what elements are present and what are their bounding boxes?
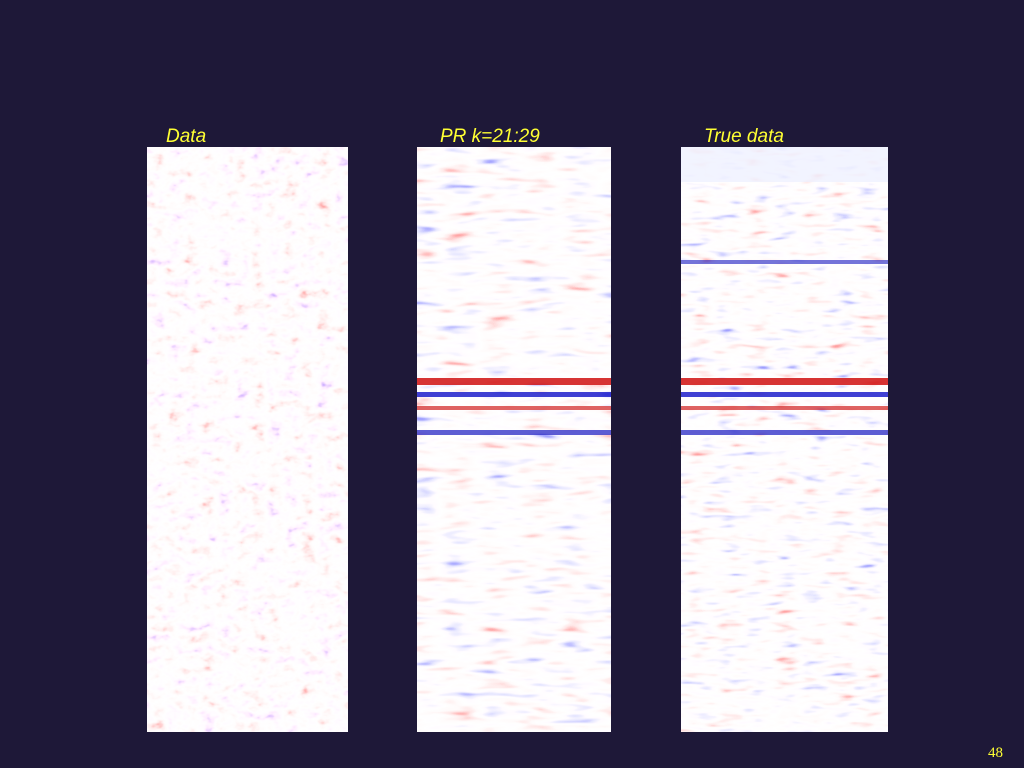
reflector [681, 260, 888, 264]
reflector [681, 378, 888, 385]
reflector [681, 392, 888, 397]
seismic-texture [681, 147, 888, 732]
panel-label: True data [704, 126, 784, 147]
reflector [417, 392, 611, 397]
seismic-texture [417, 147, 611, 732]
page-number: 48 [988, 745, 1003, 761]
seismic-image [147, 147, 348, 732]
panel-label: Data [166, 126, 206, 147]
reflector [681, 406, 888, 410]
seismic-image [681, 147, 888, 732]
reflector [681, 430, 888, 435]
reflector [417, 378, 611, 385]
top-fade [681, 147, 888, 182]
reflector [417, 430, 611, 435]
seismic-image [417, 147, 611, 732]
reflector [417, 406, 611, 410]
panel-label: PR k=21:29 [440, 126, 540, 147]
